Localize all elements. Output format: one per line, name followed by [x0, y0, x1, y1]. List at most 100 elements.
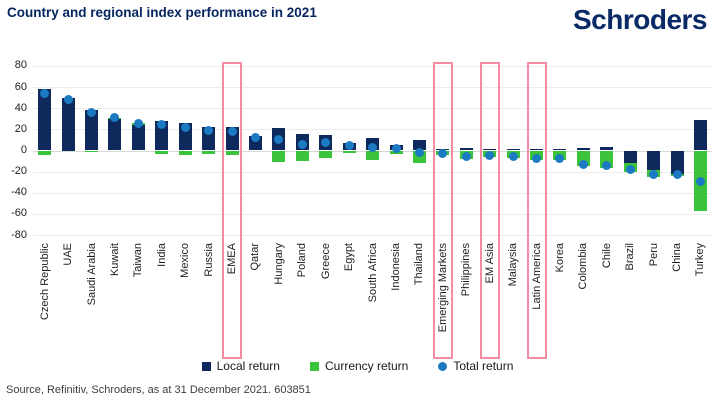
x-axis-category-text: Brazil	[624, 243, 637, 271]
dot-total-return	[672, 170, 682, 180]
x-axis-category-text: Philippines	[460, 243, 473, 297]
highlight-box	[526, 62, 547, 359]
bar-currency-return	[38, 150, 52, 155]
dot-total-return	[227, 126, 237, 136]
x-axis-category-text: Peru	[647, 243, 660, 267]
chart-title: Country and regional index performance i…	[7, 5, 317, 20]
x-axis-category-text: EM Asia	[483, 243, 496, 284]
x-axis-category-text: Kuwait	[108, 243, 121, 277]
x-axis-category-text: Emerging Markets	[436, 243, 449, 333]
x-axis-category-label: Philippines	[458, 243, 474, 296]
x-axis-category-label: Malaysia	[505, 243, 521, 286]
bar-currency-return	[155, 150, 169, 154]
dot-total-return	[555, 154, 565, 164]
x-axis-category-text: Hungary	[272, 243, 285, 285]
bar-currency-return	[85, 150, 99, 152]
dot-total-return	[110, 113, 120, 123]
bar-local-return	[576, 148, 590, 151]
x-axis-category-label: Kuwait	[107, 243, 123, 276]
gridline	[33, 65, 712, 67]
bar-local-return	[38, 89, 52, 151]
bar-local-return	[108, 118, 122, 151]
bar-local-return	[623, 150, 637, 164]
chart-legend: Local return Currency return Total retur…	[0, 359, 715, 373]
bar-local-return	[647, 150, 661, 170]
x-axis-category-text: Chile	[600, 243, 613, 269]
x-axis-category-label: Russia	[201, 243, 217, 277]
gridline	[33, 87, 712, 89]
y-axis-tick-label: 60	[14, 80, 27, 93]
x-axis-category-label: Saudi Arabia	[84, 243, 100, 305]
bar-local-return	[412, 139, 426, 151]
x-axis-category-label: Poland	[294, 243, 310, 277]
dot-total-return	[649, 170, 659, 180]
legend-label: Local return	[216, 359, 280, 373]
bar-local-return	[131, 125, 145, 151]
dot-total-return	[204, 125, 214, 135]
gridline	[33, 213, 712, 215]
bar-local-return	[693, 119, 707, 151]
dot-total-return	[297, 139, 307, 149]
bar-local-return	[530, 149, 544, 151]
bar-currency-return	[202, 150, 216, 154]
dot-total-return	[157, 119, 167, 129]
x-axis-category-label: Thailand	[411, 243, 427, 285]
legend-label: Currency return	[324, 359, 409, 373]
x-axis-category-text: Saudi Arabia	[85, 243, 98, 306]
highlight-box	[479, 62, 500, 359]
gridline	[33, 171, 712, 173]
dot-total-return	[40, 88, 50, 98]
local-return-swatch-icon	[201, 361, 211, 371]
legend-item-total-return: Total return	[438, 359, 513, 373]
dot-total-return	[391, 143, 401, 153]
bar-local-return	[459, 148, 473, 151]
x-axis-category-text: South Africa	[366, 243, 379, 303]
x-axis-category-label: Brazil	[622, 243, 638, 271]
x-axis-category-label: Latin America	[529, 243, 545, 310]
x-axis-category-text: Thailand	[413, 243, 426, 286]
x-axis-category-text: Poland	[296, 243, 309, 278]
x-axis-category-text: India	[155, 243, 168, 267]
dot-total-return	[625, 165, 635, 175]
x-axis-category-label: Emerging Markets	[435, 243, 451, 332]
bar-currency-return	[342, 150, 356, 153]
total-return-dot-icon	[438, 361, 448, 371]
x-axis-category-label: Egypt	[341, 243, 357, 271]
bar-local-return	[483, 149, 497, 151]
dot-total-return	[602, 160, 612, 170]
bar-currency-return	[295, 150, 309, 162]
x-axis-category-label: Korea	[552, 243, 568, 272]
dot-total-return	[87, 107, 97, 117]
dot-total-return	[414, 148, 424, 158]
x-axis-category-text: Turkey	[694, 243, 707, 277]
gridline	[33, 108, 712, 110]
source-note: Source, Refinitiv, Schroders, as at 31 D…	[6, 384, 311, 396]
dot-total-return	[438, 149, 448, 159]
x-axis-category-text: Egypt	[343, 243, 356, 272]
x-axis-category-label: South Africa	[365, 243, 381, 302]
bar-currency-return	[366, 150, 380, 161]
dot-total-return	[532, 154, 542, 164]
bar-local-return	[553, 149, 567, 151]
legend-label: Total return	[453, 359, 514, 373]
x-axis-category-label: Greece	[318, 243, 334, 279]
y-axis-tick-label: 20	[14, 122, 27, 135]
dot-total-return	[250, 133, 260, 143]
bar-local-return	[600, 147, 614, 151]
x-axis-category-label: Czech Republic	[37, 243, 53, 320]
bar-currency-return	[225, 150, 239, 155]
brand-logo: Schroders	[573, 4, 708, 35]
dot-total-return	[180, 122, 190, 132]
y-axis-tick-label: -20	[11, 165, 27, 178]
dot-total-return	[321, 137, 331, 147]
dot-total-return	[344, 140, 354, 150]
x-axis-category-text: Colombia	[577, 243, 590, 290]
y-axis-tick-label: 0	[20, 144, 27, 156]
x-axis-category-label: China	[669, 243, 685, 272]
legend-item-currency-return: Currency return	[309, 359, 409, 373]
x-axis-category-label: Peru	[646, 243, 662, 266]
bar-local-return	[61, 97, 75, 151]
x-axis-category-text: EMEA	[226, 243, 239, 275]
dot-total-return	[368, 142, 378, 152]
